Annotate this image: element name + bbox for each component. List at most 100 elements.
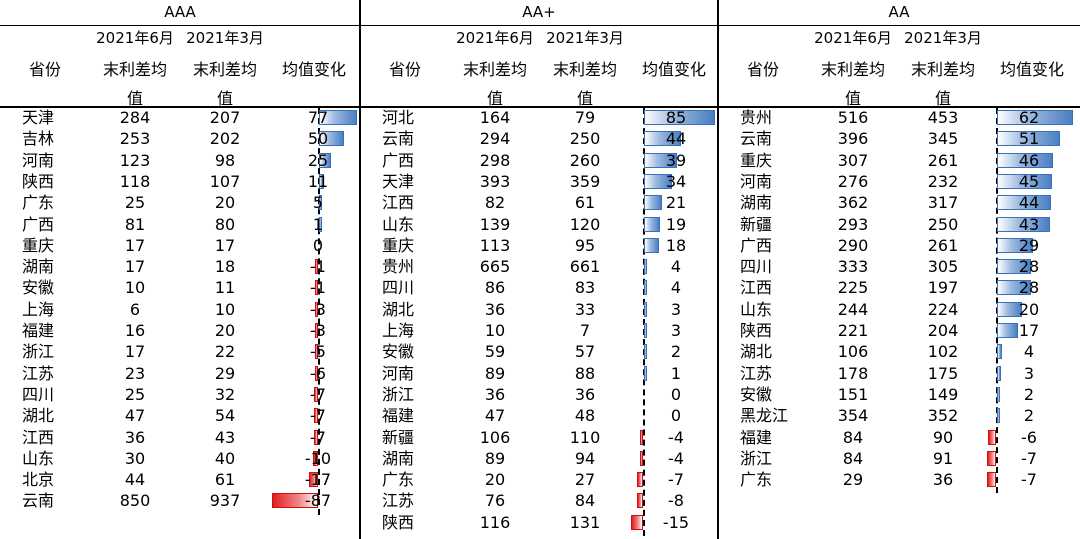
row-value-mar: 202: [209, 129, 241, 149]
row-province: 黑龙江: [740, 406, 789, 426]
change-label: 2: [1023, 384, 1035, 404]
change-bar: [644, 237, 660, 253]
row-value-jun: 333: [837, 257, 869, 277]
tier-title: AA+: [360, 0, 718, 26]
row-province: 湖北: [382, 299, 415, 319]
row-value-mar: 937: [209, 491, 241, 511]
row-province: 湖北: [740, 342, 773, 362]
row-value-jun: 298: [479, 150, 511, 170]
header-spread-mar-2: 值: [216, 89, 233, 108]
change-label: -7: [310, 384, 326, 404]
change-label: -10: [304, 448, 332, 468]
row-province: 福建: [382, 406, 415, 426]
row-province: 安徽: [382, 342, 415, 362]
change-bar: [997, 216, 1050, 232]
row-value-mar: 10: [214, 299, 236, 319]
row-value-mar: 18: [214, 257, 236, 277]
change-bar: [997, 323, 1018, 338]
row-value-mar: 29: [214, 363, 236, 383]
row-province: 江苏: [22, 363, 55, 383]
row-value-mar: 98: [214, 150, 236, 170]
change-label: -1: [310, 278, 326, 298]
change-label: 2: [1023, 406, 1035, 426]
change-bar: [319, 110, 357, 125]
row-value-jun: 36: [124, 427, 146, 447]
row-province: 河南: [382, 363, 415, 383]
change-label: 25: [307, 150, 329, 170]
header-change: 均值变化: [999, 60, 1064, 79]
change-label: 34: [665, 171, 687, 191]
header-spread-mar: 末利差均: [192, 60, 257, 79]
row-value-mar: 88: [574, 363, 596, 383]
change-label: 44: [665, 129, 687, 149]
row-province: 浙江: [740, 448, 773, 468]
change-bar: [315, 280, 318, 296]
header-province: 省份: [388, 60, 421, 79]
row-province: 云南: [740, 129, 773, 149]
change-label: 46: [1018, 150, 1040, 170]
row-value-mar: 33: [574, 299, 596, 319]
row-province: 上海: [382, 321, 415, 340]
row-value-mar: 94: [574, 448, 596, 468]
change-bar: [997, 259, 1032, 275]
row-province: 浙江: [22, 342, 55, 362]
row-value-jun: 106: [837, 342, 869, 362]
change-bar: [319, 216, 322, 232]
row-value-jun: 290: [837, 235, 869, 255]
row-value-jun: 25: [124, 384, 146, 404]
row-value-mar: 661: [569, 257, 601, 277]
header-spread-jun-2: 值: [844, 89, 861, 108]
row-value-mar: 131: [569, 512, 601, 532]
change-bar: [636, 493, 643, 509]
row-value-mar: 232: [927, 171, 959, 191]
change-label: 19: [665, 214, 687, 234]
change-bar: [644, 365, 647, 381]
row-province: 山东: [382, 214, 415, 234]
change-bar: [997, 386, 1000, 402]
row-value-mar: 95: [574, 235, 596, 255]
row-value-jun: 393: [479, 171, 511, 191]
change-bar: [644, 110, 715, 125]
row-value-jun: 82: [484, 193, 506, 213]
row-value-mar: 149: [927, 384, 959, 404]
row-value-mar: 197: [927, 278, 959, 298]
change-bar: [997, 173, 1053, 189]
row-province: 广东: [740, 470, 773, 490]
row-province: 重庆: [382, 235, 415, 255]
change-label: 20: [1018, 299, 1040, 319]
header-date-mar: 2021年3月: [904, 29, 982, 47]
row-value-jun: 36: [484, 299, 506, 319]
change-label: 5: [312, 193, 324, 213]
change-bar: [644, 280, 648, 296]
change-label: 0: [670, 406, 682, 426]
row-province: 广东: [22, 193, 55, 213]
row-value-jun: 123: [119, 150, 151, 170]
header-date-jun: 2021年6月: [456, 29, 534, 47]
tier-title: AA: [718, 0, 1080, 26]
row-province: 安徽: [740, 384, 773, 404]
row-value-mar: 79: [574, 108, 596, 127]
row-value-mar: 36: [932, 470, 954, 490]
header-spread-jun-2: 值: [126, 89, 143, 108]
change-bar: [644, 301, 647, 317]
row-value-jun: 76: [484, 491, 506, 511]
panel-aa: AA 2021年6月 2021年3月 省份 末利差均 末利差均 均值变化值值贵州 516 453…: [718, 0, 1080, 539]
row-value-jun: 362: [837, 193, 869, 213]
row-province: 浙江: [382, 384, 415, 404]
row-province: 山东: [22, 448, 55, 468]
row-value-jun: 59: [484, 342, 506, 362]
row-value-jun: 665: [479, 257, 511, 277]
change-label: 28: [1018, 257, 1040, 277]
row-province: 重庆: [740, 150, 773, 170]
row-province: 河南: [740, 171, 773, 191]
change-bar: [997, 365, 1001, 381]
row-value-jun: 25: [124, 193, 146, 213]
row-province: 云南: [22, 491, 55, 511]
row-province: 江苏: [740, 363, 773, 383]
row-value-jun: 307: [837, 150, 869, 170]
change-label: 85: [665, 108, 687, 127]
row-value-jun: 84: [842, 448, 864, 468]
row-value-jun: 6: [129, 299, 141, 319]
header-change: 均值变化: [641, 60, 706, 79]
row-value-mar: 84: [574, 491, 596, 511]
